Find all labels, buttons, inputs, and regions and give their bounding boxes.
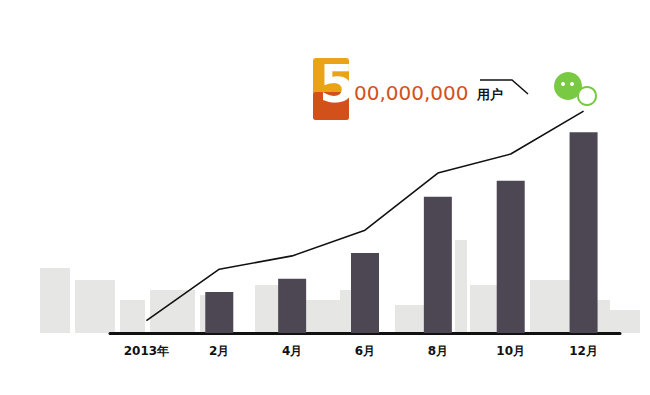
svg-text:12月: 12月: [569, 344, 598, 358]
svg-text:2013年: 2013年: [124, 344, 169, 358]
svg-text:用户: 用户: [476, 87, 503, 102]
svg-text:5: 5: [319, 54, 355, 114]
svg-text:10月: 10月: [496, 344, 525, 358]
svg-text:8月: 8月: [428, 344, 448, 358]
svg-text:00,000,000: 00,000,000: [354, 81, 469, 105]
svg-text:2月: 2月: [209, 344, 229, 358]
svg-text:6月: 6月: [355, 344, 375, 358]
svg-text:4月: 4月: [282, 344, 302, 358]
